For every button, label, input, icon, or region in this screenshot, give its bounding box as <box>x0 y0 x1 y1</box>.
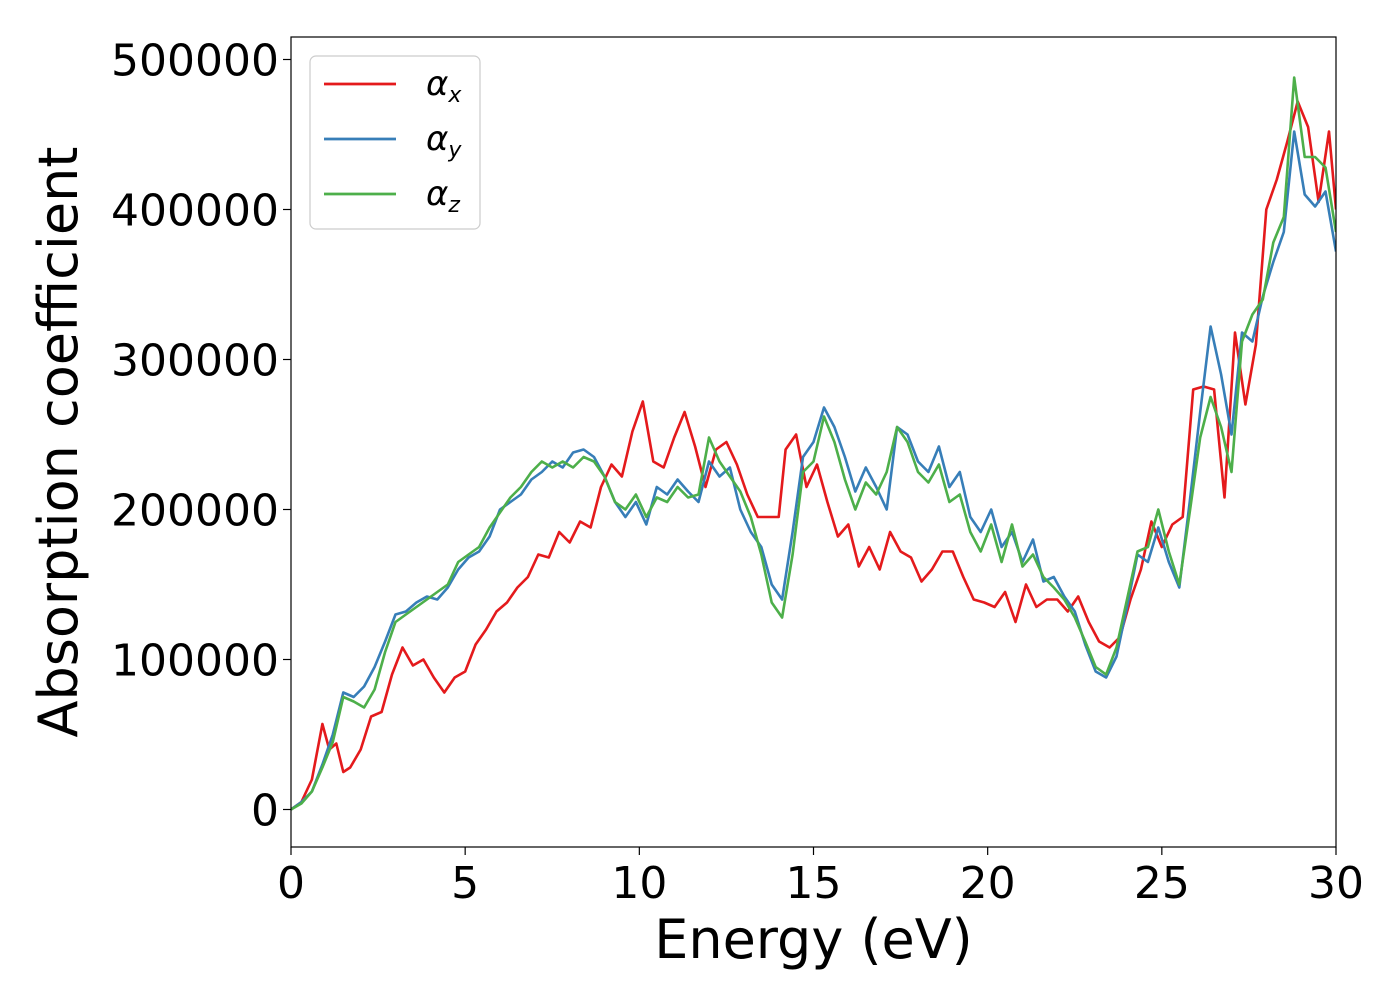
x-tick-label: 25 <box>1134 858 1190 909</box>
legend-label-z: αz <box>426 174 460 218</box>
x-tick-label: 30 <box>1308 858 1364 909</box>
y-axis-ticks: 0 100000 200000 300000 400000 500000 <box>111 36 291 837</box>
x-tick-label: 10 <box>611 858 667 909</box>
y-tick-label: 200000 <box>111 486 279 537</box>
series-line-x <box>291 100 1336 811</box>
y-tick-label: 300000 <box>111 336 279 387</box>
y-axis-title: Absorption coefficient <box>27 147 90 738</box>
y-tick-label: 100000 <box>111 636 279 687</box>
y-tick-label: 400000 <box>111 186 279 237</box>
legend: αx αy αz <box>309 55 481 230</box>
legend-label-x: αx <box>426 64 462 108</box>
legend-label-y: αy <box>426 119 462 163</box>
x-axis-title: Energy (eV) <box>654 908 973 971</box>
y-tick-label: 0 <box>251 786 279 837</box>
series-line-y <box>291 130 1336 811</box>
legend-box <box>309 55 481 230</box>
x-tick-label: 15 <box>786 858 842 909</box>
series-line-z <box>291 76 1336 811</box>
x-tick-label: 0 <box>277 858 305 909</box>
x-axis-ticks: 0 5 10 15 20 25 30 <box>277 847 1364 909</box>
x-tick-label: 5 <box>451 858 479 909</box>
y-tick-label: 500000 <box>111 36 279 87</box>
x-tick-label: 20 <box>960 858 1016 909</box>
